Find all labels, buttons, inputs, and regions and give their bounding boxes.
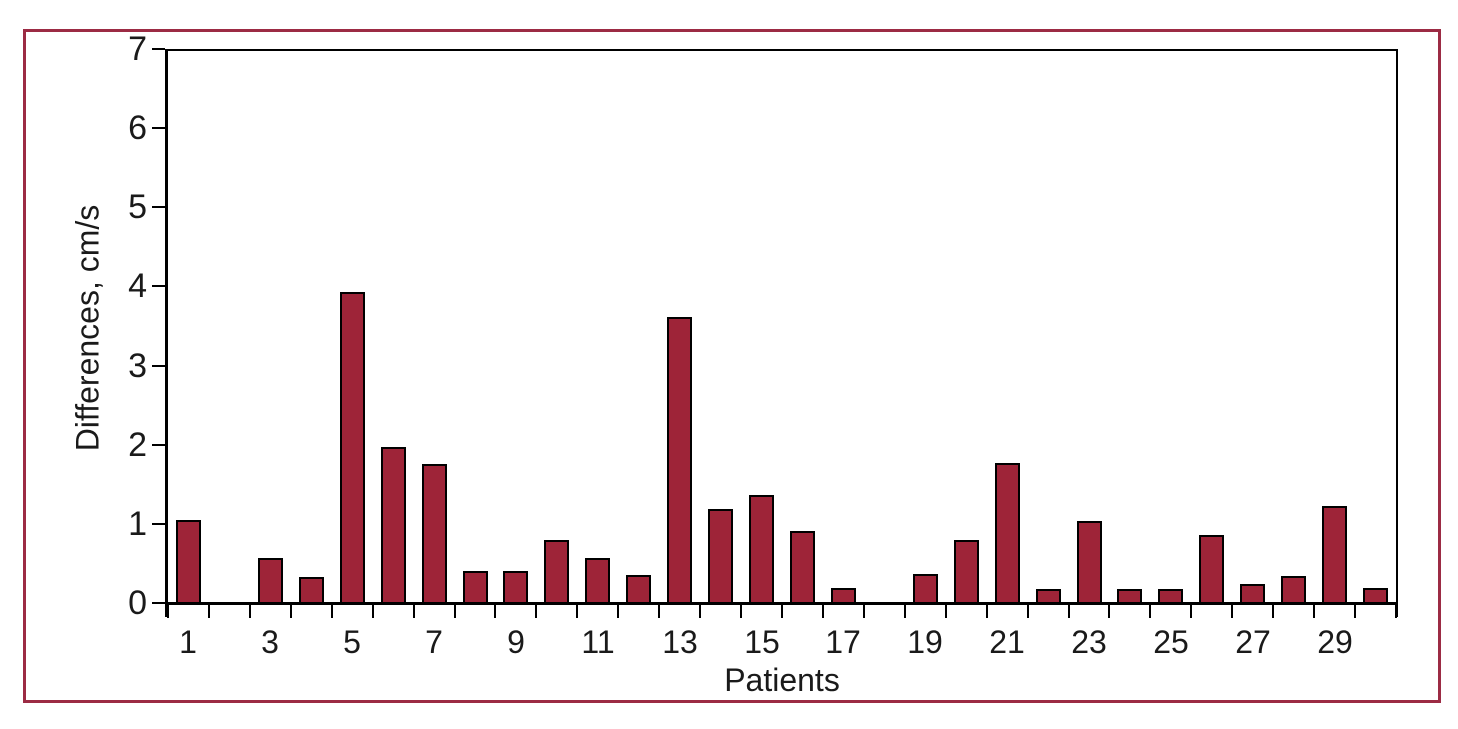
x-tick-9 — [535, 605, 537, 618]
x-tick-30 — [1395, 605, 1397, 618]
y-tick-0 — [152, 602, 165, 604]
y-tick-label-1: 1 — [128, 505, 147, 543]
x-tick-label-15: 15 — [744, 624, 780, 660]
bar-patient-28 — [1281, 576, 1306, 603]
bar-patient-4 — [299, 577, 324, 603]
y-tick-label-5: 5 — [128, 188, 147, 226]
x-tick-8 — [494, 605, 496, 618]
bar-patient-24 — [1117, 589, 1142, 603]
bar-patient-8 — [463, 571, 488, 603]
y-tick-5 — [152, 206, 165, 208]
x-axis-line — [165, 602, 1398, 605]
x-tick-4 — [331, 605, 333, 618]
x-tick-label-1: 1 — [179, 624, 197, 660]
x-tick-label-13: 13 — [662, 624, 698, 660]
x-tick-17 — [863, 605, 865, 618]
bar-patient-11 — [585, 558, 610, 603]
x-tick-label-21: 21 — [989, 624, 1025, 660]
bar-patient-13 — [667, 317, 692, 603]
x-tick-15 — [781, 605, 783, 618]
plot-top-line — [165, 49, 1398, 51]
x-tick-label-25: 25 — [1153, 624, 1189, 660]
x-tick-6 — [413, 605, 415, 618]
bar-patient-9 — [503, 571, 528, 603]
bar-patient-3 — [258, 558, 283, 603]
plot-right-line — [1396, 49, 1398, 617]
bar-patient-29 — [1322, 506, 1347, 603]
bar-patient-5 — [340, 292, 365, 603]
x-tick-20 — [986, 605, 988, 618]
x-tick-24 — [1149, 605, 1151, 618]
x-tick-label-27: 27 — [1235, 624, 1271, 660]
y-axis-title: Differences, cm/s — [69, 204, 106, 452]
x-tick-14 — [740, 605, 742, 618]
x-tick-22 — [1068, 605, 1070, 618]
x-tick-7 — [454, 605, 456, 618]
y-tick-7 — [152, 48, 165, 50]
bar-patient-27 — [1240, 584, 1265, 603]
bar-patient-26 — [1199, 535, 1224, 603]
bar-patient-19 — [913, 574, 938, 603]
y-axis-line — [165, 49, 168, 617]
x-tick-label-3: 3 — [261, 624, 279, 660]
x-tick-label-19: 19 — [907, 624, 943, 660]
x-tick-25 — [1190, 605, 1192, 618]
x-tick-label-29: 29 — [1317, 624, 1353, 660]
bar-patient-10 — [544, 540, 569, 603]
x-tick-label-5: 5 — [343, 624, 361, 660]
y-tick-3 — [152, 365, 165, 367]
x-tick-10 — [576, 605, 578, 618]
x-tick-28 — [1313, 605, 1315, 618]
bar-patient-20 — [954, 540, 979, 603]
bar-patient-30 — [1363, 588, 1388, 603]
x-tick-2 — [249, 605, 251, 618]
bar-patient-7 — [422, 464, 447, 603]
x-tick-label-17: 17 — [825, 624, 861, 660]
bar-patient-23 — [1077, 521, 1102, 603]
bar-patient-25 — [1158, 589, 1183, 603]
y-tick-2 — [152, 444, 165, 446]
x-tick-26 — [1231, 605, 1233, 618]
x-tick-18 — [904, 605, 906, 618]
y-tick-label-0: 0 — [128, 584, 147, 622]
x-tick-11 — [617, 605, 619, 618]
bar-patient-16 — [790, 531, 815, 603]
x-axis-title: Patients — [724, 662, 840, 698]
y-tick-label-4: 4 — [128, 267, 147, 305]
x-tick-3 — [290, 605, 292, 618]
bar-patient-12 — [626, 575, 651, 603]
y-tick-label-7: 7 — [128, 30, 147, 68]
bar-patient-21 — [995, 463, 1020, 603]
x-tick-5 — [372, 605, 374, 618]
y-tick-4 — [152, 285, 165, 287]
y-tick-label-2: 2 — [128, 426, 147, 464]
x-tick-label-7: 7 — [425, 624, 443, 660]
bar-patient-17 — [831, 588, 856, 603]
y-tick-6 — [152, 127, 165, 129]
x-tick-27 — [1272, 605, 1274, 618]
y-tick-label-3: 3 — [128, 347, 147, 385]
y-tick-label-6: 6 — [128, 109, 147, 147]
x-tick-21 — [1027, 605, 1029, 618]
x-tick-13 — [699, 605, 701, 618]
x-tick-label-11: 11 — [581, 624, 615, 660]
bar-patient-22 — [1036, 589, 1061, 603]
x-tick-label-23: 23 — [1071, 624, 1107, 660]
x-tick-29 — [1354, 605, 1356, 618]
y-tick-1 — [152, 523, 165, 525]
bar-patient-1 — [176, 520, 201, 603]
x-tick-12 — [658, 605, 660, 618]
x-tick-16 — [822, 605, 824, 618]
x-tick-23 — [1108, 605, 1110, 618]
bar-patient-14 — [708, 509, 733, 603]
x-tick-0 — [167, 605, 169, 618]
x-tick-19 — [945, 605, 947, 618]
x-tick-1 — [208, 605, 210, 618]
bar-patient-6 — [381, 447, 406, 603]
bar-patient-15 — [749, 495, 774, 603]
x-tick-label-9: 9 — [507, 624, 525, 660]
